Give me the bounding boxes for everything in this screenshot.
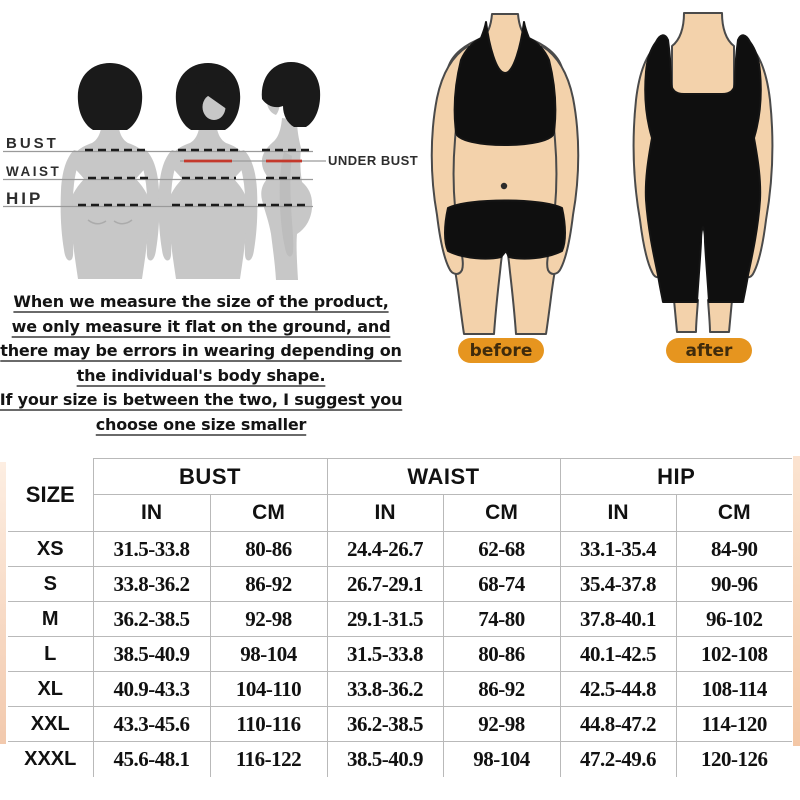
hip-line — [3, 203, 313, 208]
body-figure-back-view — [60, 63, 160, 279]
before-after-figures: before after — [430, 12, 774, 363]
note-line: choose one size smaller — [95, 414, 307, 434]
waist-line — [3, 176, 313, 181]
body-figure-side-view — [261, 62, 321, 280]
note-line: the individual's body shape. — [76, 365, 326, 385]
note-line: we only measure it flat on the ground, a… — [11, 316, 391, 336]
table-row-xxl: XXL 43.3-45.6 110-116 36.2-38.5 92-98 44… — [8, 706, 792, 742]
table-row-xxxl: XXXL 45.6-48.1 116-122 38.5-40.9 98-104 … — [8, 741, 792, 777]
table-row-s: S 33.8-36.2 86-92 26.7-29.1 68-74 35.4-3… — [8, 566, 792, 602]
waist-in-header: IN — [326, 494, 444, 532]
size-cell: S — [8, 566, 94, 602]
after-badge: after — [666, 338, 752, 363]
waist-group-header: WAIST — [326, 458, 561, 495]
waist-label: WAIST — [6, 164, 61, 179]
bust-cm-header: CM — [209, 494, 328, 532]
table-row-l: L 38.5-40.9 98-104 31.5-33.8 80-86 40.1-… — [8, 636, 792, 672]
before-label: before — [470, 341, 533, 361]
hair-back-view — [77, 63, 143, 130]
after-label: after — [686, 341, 734, 361]
table-row-xl: XL 40.9-43.3 104-110 33.8-36.2 86-92 42.… — [8, 671, 792, 707]
before-figure — [430, 13, 580, 335]
note-line: If your size is between the two, I sugge… — [0, 390, 403, 409]
note-line: there may be errors in wearing depending… — [0, 341, 402, 360]
bust-group-header: BUST — [92, 458, 328, 495]
hip-in-header: IN — [559, 494, 677, 532]
hip-cm-header: CM — [675, 494, 792, 532]
table-row-xs: XS 31.5-33.8 80-86 24.4-26.7 62-68 33.1-… — [8, 531, 792, 567]
navel — [500, 182, 508, 190]
size-cell: XL — [8, 671, 94, 707]
table-row-m: M 36.2-38.5 92-98 29.1-31.5 74-80 37.8-4… — [8, 601, 792, 637]
size-cell: M — [8, 601, 94, 637]
measurement-diagram: BUST WAIST HIP UNDER BUST — [3, 62, 418, 280]
measurement-note: When we measure the size of the product,… — [0, 290, 406, 437]
hair-side-view — [261, 62, 321, 127]
bust-in-header: IN — [93, 494, 211, 532]
size-cell: XXL — [8, 706, 94, 742]
size-cell: L — [8, 636, 94, 672]
size-cell: XXXL — [8, 741, 94, 777]
body-figure-front-view — [158, 63, 258, 279]
shapewear-bodysuit — [644, 34, 762, 303]
before-badge: before — [458, 338, 544, 363]
bra-top — [453, 21, 557, 146]
shorts — [444, 199, 566, 260]
page-edge-left — [0, 462, 6, 744]
size-table: SIZE BUST WAIST HIP IN CM IN CM IN CM XS… — [8, 458, 792, 777]
bust-label: BUST — [6, 135, 59, 152]
page-edge-right — [793, 456, 800, 746]
bust-line — [3, 148, 313, 153]
size-column-header: SIZE — [8, 458, 94, 532]
under-bust-label: UNDER BUST — [328, 153, 418, 168]
after-figure — [632, 12, 774, 333]
hip-label: HIP — [6, 189, 43, 208]
hip-group-header: HIP — [559, 458, 792, 495]
size-cell: XS — [8, 531, 94, 567]
note-line: When we measure the size of the product, — [13, 292, 389, 311]
waist-cm-header: CM — [442, 494, 561, 532]
